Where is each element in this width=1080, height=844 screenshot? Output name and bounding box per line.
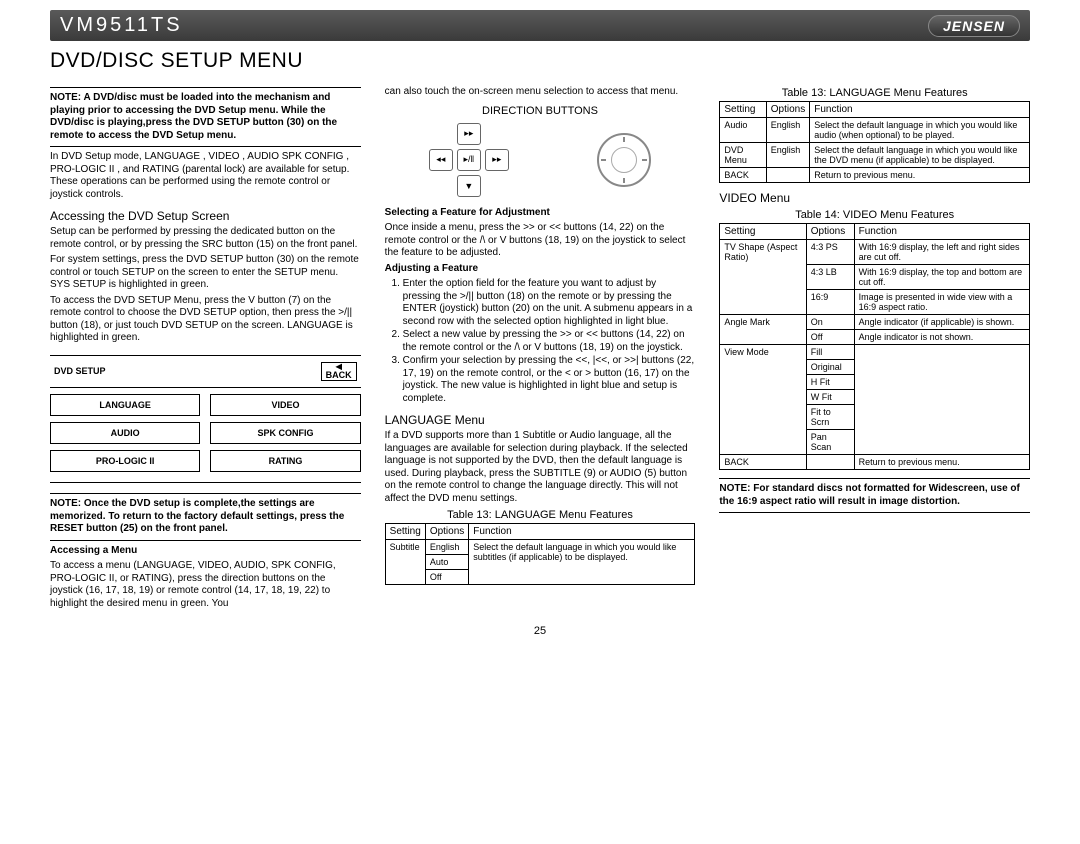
language-menu-text: If a DVD supports more than 1 Subtitle o…	[385, 430, 696, 505]
table13b-caption: Table 13: LANGUAGE Menu Features	[719, 87, 1030, 99]
column-2: can also touch the on-screen menu select…	[385, 83, 696, 613]
table-14: SettingOptionsFunction TV Shape (Aspect …	[719, 223, 1030, 470]
setup-btn-spkconfig[interactable]: SPK CONFIG	[210, 422, 360, 444]
setup-btn-language[interactable]: LANGUAGE	[50, 394, 200, 416]
setup-box-title: DVD SETUP	[54, 366, 106, 376]
selecting-feature-text: Once inside a menu, press the >> or << b…	[385, 222, 696, 260]
manual-page: VM9511TS JENSEN DVD/DISC SETUP MENU NOTE…	[0, 10, 1080, 844]
direction-buttons-diagram: ▸▸ ◂◂▸/‖▸▸ ▼	[385, 123, 696, 197]
column-1: NOTE: A DVD/disc must be loaded into the…	[50, 83, 361, 613]
brand-logo: JENSEN	[928, 15, 1020, 37]
note-memorized: NOTE: Once the DVD setup is complete,the…	[50, 498, 361, 536]
page-number: 25	[50, 625, 1030, 637]
accessing-setup-heading: Accessing the DVD Setup Screen	[50, 209, 361, 223]
dpad-icon: ▸▸ ◂◂▸/‖▸▸ ▼	[429, 123, 509, 197]
intro-text: In DVD Setup mode, LANGUAGE , VIDEO , AU…	[50, 151, 361, 201]
video-menu-heading: VIDEO Menu	[719, 191, 1030, 205]
column-3: Table 13: LANGUAGE Menu Features Setting…	[719, 83, 1030, 613]
language-menu-heading: LANGUAGE Menu	[385, 413, 696, 427]
note-widescreen: NOTE: For standard discs not formatted f…	[719, 483, 1030, 508]
header-bar: VM9511TS JENSEN	[50, 10, 1030, 41]
adj-step-1: Enter the option field for the feature y…	[403, 278, 696, 328]
adjusting-feature-heading: Adjusting a Feature	[385, 263, 696, 276]
access-para-1: Setup can be performed by pressing the d…	[50, 226, 361, 251]
table-13a: SettingOptionsFunction SubtitleEnglishSe…	[385, 523, 696, 585]
page-title: DVD/DISC SETUP MENU	[50, 49, 1030, 73]
table14-caption: Table 14: VIDEO Menu Features	[719, 209, 1030, 221]
setup-btn-rating[interactable]: RATING	[210, 450, 360, 472]
adj-step-2: Select a new value by pressing the >> or…	[403, 329, 696, 354]
direction-buttons-title: DIRECTION BUTTONS	[385, 105, 696, 117]
content-columns: NOTE: A DVD/disc must be loaded into the…	[50, 83, 1030, 613]
accessing-menu-text: To access a menu (LANGUAGE, VIDEO, AUDIO…	[50, 560, 361, 610]
table-13b: SettingOptionsFunction AudioEnglishSelec…	[719, 101, 1030, 183]
setup-btn-video[interactable]: VIDEO	[210, 394, 360, 416]
access-para-3: To access the DVD SETUP Menu, press the …	[50, 295, 361, 345]
table13a-caption: Table 13: LANGUAGE Menu Features	[385, 509, 696, 521]
accessing-menu-heading: Accessing a Menu	[50, 545, 361, 558]
selecting-feature-heading: Selecting a Feature for Adjustment	[385, 207, 696, 220]
model-number: VM9511TS	[60, 14, 183, 37]
setup-btn-prologic[interactable]: PRO-LOGIC II	[50, 450, 200, 472]
dvd-setup-diagram: DVD SETUP ◄BACK LANGUAGE VIDEO AUDIO SPK…	[50, 355, 361, 484]
setup-btn-audio[interactable]: AUDIO	[50, 422, 200, 444]
adj-step-3: Confirm your selection by pressing the <…	[403, 355, 696, 405]
joystick-icon	[597, 133, 651, 187]
note-loading: NOTE: A DVD/disc must be loaded into the…	[50, 92, 361, 142]
access-para-2: For system settings, press the DVD SETUP…	[50, 254, 361, 292]
back-button[interactable]: ◄BACK	[321, 362, 357, 382]
adjusting-steps: Enter the option field for the feature y…	[403, 278, 696, 405]
col2-continuation: can also touch the on-screen menu select…	[385, 86, 696, 99]
